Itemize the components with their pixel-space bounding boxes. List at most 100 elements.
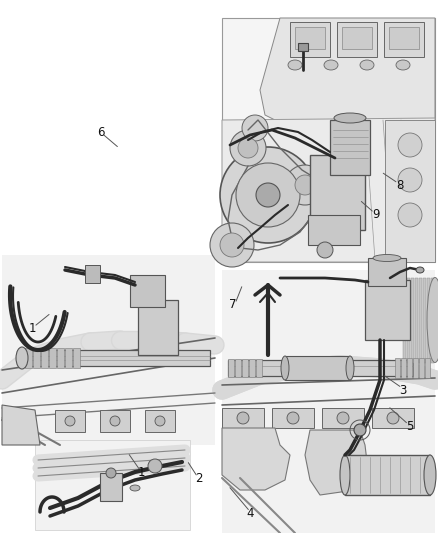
Polygon shape [260,18,435,125]
Bar [235,359,241,377]
Polygon shape [222,428,290,490]
Bar [41,348,48,368]
Bar [403,278,406,363]
Bar [49,348,56,368]
Bar [138,300,178,355]
Bar [100,410,130,432]
Polygon shape [222,118,435,262]
Bar [25,348,32,368]
Bar [222,408,264,428]
Bar [384,22,424,57]
Circle shape [285,165,325,205]
Bar [407,278,410,363]
Circle shape [220,233,244,257]
Ellipse shape [340,455,350,495]
Bar [385,120,435,262]
Ellipse shape [396,60,410,70]
Ellipse shape [281,356,289,380]
Bar [249,359,255,377]
Ellipse shape [324,60,338,70]
Bar [228,360,413,376]
Bar [330,120,370,175]
Bar [33,348,40,368]
Ellipse shape [346,356,354,380]
Bar [395,358,400,378]
Bar [57,348,64,368]
Circle shape [256,183,280,207]
Bar [423,278,426,363]
Bar [55,410,85,432]
Bar [425,358,430,378]
Bar [413,358,418,378]
Text: 4: 4 [247,507,254,520]
Circle shape [398,133,422,157]
Bar [372,408,414,428]
Bar [427,278,430,363]
Circle shape [354,424,366,436]
Bar [401,358,406,378]
Polygon shape [222,270,435,533]
Bar [322,408,364,428]
Bar [25,350,210,366]
Bar [342,27,372,49]
Circle shape [230,130,266,166]
Bar [298,43,308,51]
Circle shape [148,459,162,473]
Circle shape [242,115,268,141]
Bar [415,278,418,363]
Circle shape [220,147,316,243]
Ellipse shape [373,254,401,262]
Bar [337,22,377,57]
Ellipse shape [360,60,374,70]
Bar [130,275,165,307]
Text: 9: 9 [372,208,380,221]
Text: 5: 5 [406,420,413,433]
Circle shape [295,175,315,195]
Bar [35,440,190,530]
Circle shape [337,412,349,424]
Circle shape [287,412,299,424]
Ellipse shape [416,267,424,273]
Bar [73,348,80,368]
Circle shape [210,223,254,267]
Text: 8: 8 [396,179,403,192]
Bar [100,473,122,501]
Bar [272,408,314,428]
Circle shape [106,468,116,478]
Circle shape [237,412,249,424]
Ellipse shape [16,347,28,369]
Circle shape [155,416,165,426]
Polygon shape [305,430,368,495]
Bar [228,359,234,377]
Circle shape [236,163,300,227]
Text: 1: 1 [29,322,37,335]
Bar [407,358,412,378]
Bar [295,27,325,49]
Circle shape [238,138,258,158]
Polygon shape [2,255,215,445]
Text: 3: 3 [399,384,406,397]
Bar [65,348,72,368]
Bar [310,155,365,230]
Circle shape [110,416,120,426]
Circle shape [387,412,399,424]
Bar [256,359,262,377]
Bar [419,278,422,363]
Bar [242,359,248,377]
Circle shape [317,242,333,258]
Ellipse shape [427,278,438,362]
Ellipse shape [334,113,366,123]
Bar [85,265,100,283]
Text: 2: 2 [194,472,202,485]
Text: 7: 7 [229,298,237,311]
Bar [389,27,419,49]
Text: 6: 6 [97,126,105,139]
Bar [419,358,424,378]
Circle shape [398,203,422,227]
Bar [411,278,414,363]
Circle shape [398,168,422,192]
Bar [308,215,360,245]
Bar [290,22,330,57]
Ellipse shape [424,455,436,495]
Bar [285,356,350,380]
